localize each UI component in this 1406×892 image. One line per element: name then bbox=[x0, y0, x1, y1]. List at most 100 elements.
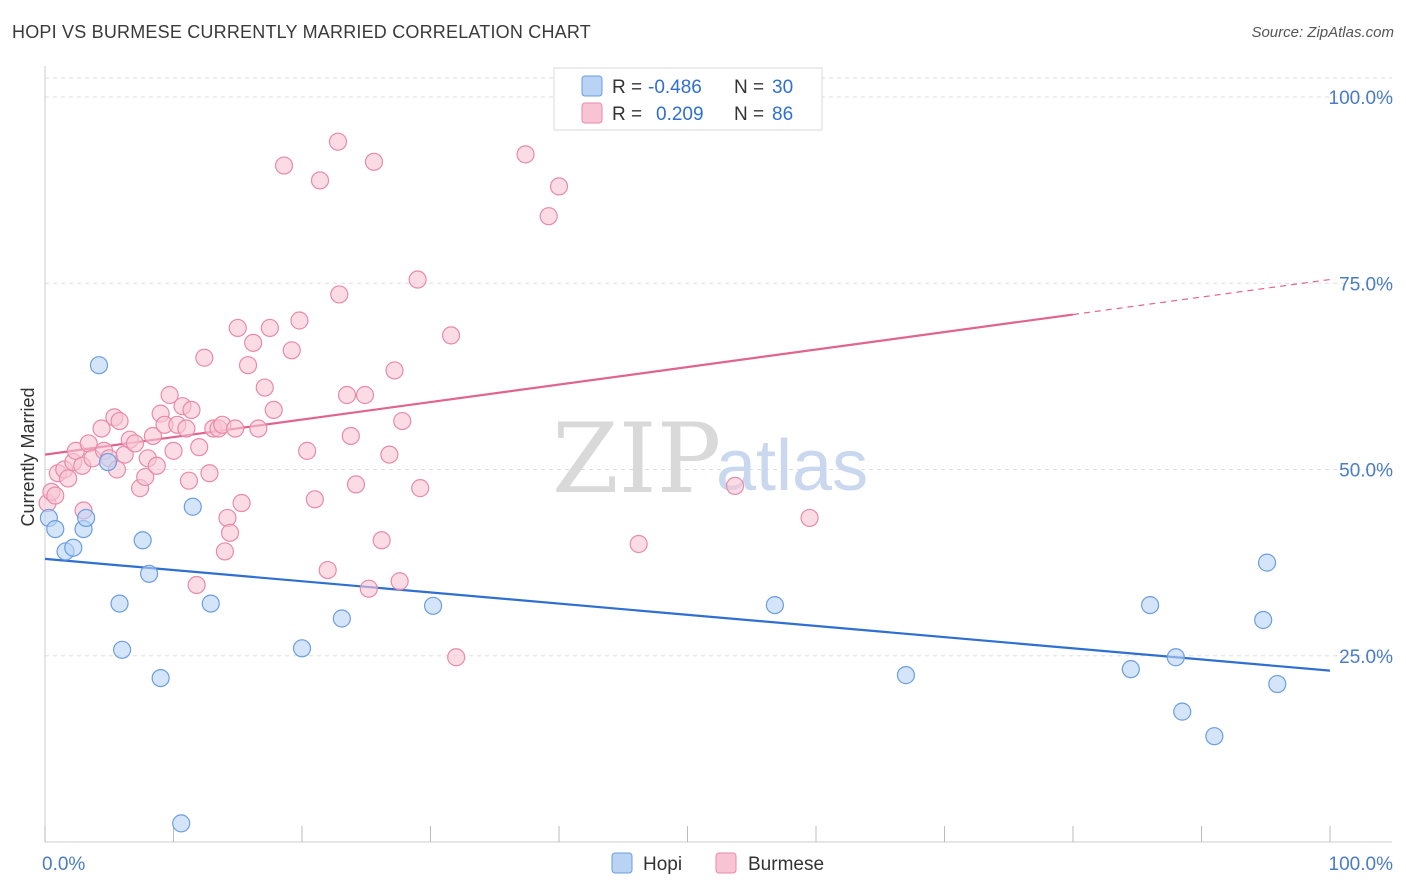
y-tick-label: 50.0% bbox=[1339, 461, 1393, 482]
burmese-point bbox=[290, 311, 309, 330]
hopi-point bbox=[139, 564, 159, 583]
tick-labels: 25.0% 50.0% 75.0% 100.0% 0.0% 100.0% bbox=[42, 88, 1393, 875]
burmese-point bbox=[539, 207, 558, 226]
burmese-point bbox=[228, 318, 247, 338]
burmese-point bbox=[244, 333, 263, 352]
legend-burmese-n-value: 86 bbox=[772, 104, 793, 125]
bottom-legend-hopi-swatch bbox=[611, 852, 633, 874]
hopi-point bbox=[110, 594, 129, 613]
hopi-point bbox=[46, 519, 65, 539]
burmese-point bbox=[408, 270, 427, 289]
burmese-point bbox=[800, 508, 819, 528]
hopi-point bbox=[151, 668, 170, 688]
data-points bbox=[38, 132, 1287, 833]
burmese-point bbox=[385, 361, 404, 380]
burmese-point bbox=[393, 411, 412, 431]
burmese-point bbox=[226, 419, 245, 438]
burmese-point bbox=[264, 400, 283, 419]
chart-title: HOPI VS BURMESE CURRENTLY MARRIED CORREL… bbox=[12, 22, 591, 42]
burmese-point bbox=[147, 456, 166, 475]
hopi-point bbox=[1173, 702, 1192, 721]
hopi-point bbox=[77, 508, 96, 528]
hopi-point bbox=[896, 666, 916, 685]
hopi-point bbox=[292, 639, 312, 658]
x-tick-label: 100.0% bbox=[1329, 854, 1394, 875]
burmese-point bbox=[238, 356, 258, 375]
burmese-point bbox=[372, 531, 391, 550]
burmese-point bbox=[220, 523, 240, 542]
burmese-point bbox=[629, 534, 648, 554]
burmese-point bbox=[232, 493, 251, 513]
legend-hopi-r-label: R = bbox=[612, 77, 642, 98]
burmese-point bbox=[249, 419, 268, 438]
bottom-legend-burmese-swatch bbox=[715, 852, 737, 874]
burmese-point bbox=[282, 341, 301, 360]
legend-burmese-n-label: N = bbox=[734, 104, 764, 125]
burmese-point bbox=[125, 434, 145, 453]
hopi-point bbox=[89, 356, 109, 375]
burmese-point bbox=[92, 419, 111, 438]
burmese-point bbox=[59, 469, 78, 488]
hopi-point bbox=[172, 814, 191, 833]
burmese-point bbox=[330, 285, 349, 304]
burmese-point bbox=[182, 400, 201, 419]
x-tick-label: 0.0% bbox=[42, 854, 85, 875]
burmese-point bbox=[355, 385, 375, 405]
burmese-point bbox=[549, 177, 569, 196]
legend-hopi-swatch bbox=[581, 75, 603, 97]
burmese-point bbox=[160, 385, 179, 405]
burmese-point bbox=[260, 318, 279, 338]
burmese-point bbox=[305, 490, 324, 509]
watermark-atlas: atlas bbox=[716, 426, 868, 506]
burmese-point bbox=[411, 479, 430, 498]
hopi-point bbox=[1205, 727, 1224, 746]
series-legend: Hopi Burmese bbox=[611, 852, 824, 875]
burmese-point bbox=[274, 156, 294, 175]
burmese-point bbox=[255, 378, 274, 397]
burmese-trend-line-extension bbox=[1072, 278, 1331, 316]
burmese-point bbox=[346, 475, 366, 494]
hopi-point bbox=[1121, 660, 1140, 679]
hopi-point bbox=[1268, 674, 1287, 694]
burmese-point bbox=[190, 438, 209, 457]
hopi-point bbox=[332, 609, 351, 628]
hopi-point bbox=[1254, 610, 1273, 630]
burmese-point bbox=[380, 445, 399, 464]
bottom-legend-burmese: Burmese bbox=[748, 854, 824, 875]
legend-burmese-r-value: 0.209 bbox=[656, 104, 704, 125]
burmese-point bbox=[516, 145, 535, 164]
hopi-point bbox=[765, 595, 784, 615]
burmese-point bbox=[136, 467, 155, 487]
hopi-point bbox=[1140, 595, 1160, 615]
legend-burmese-swatch bbox=[581, 102, 603, 124]
burmese-point bbox=[215, 542, 234, 561]
burmese-point bbox=[218, 508, 237, 528]
burmese-point bbox=[337, 385, 357, 405]
burmese-point bbox=[79, 434, 98, 453]
hopi-point bbox=[64, 538, 83, 557]
y-axis-title: Currently Married bbox=[18, 387, 38, 526]
burmese-point bbox=[164, 441, 183, 460]
legend-hopi-r-value: -0.486 bbox=[648, 77, 702, 98]
burmese-point bbox=[318, 560, 337, 580]
burmese-point bbox=[195, 348, 214, 367]
burmese-point bbox=[110, 411, 129, 431]
correlation-legend: R = -0.486 N = 30 R = 0.209 N = 86 bbox=[553, 67, 823, 131]
hopi-point bbox=[98, 452, 118, 472]
hopi-point bbox=[1257, 553, 1277, 572]
burmese-point bbox=[46, 486, 65, 505]
hopi-point bbox=[183, 497, 202, 516]
watermark: ZIP atlas bbox=[552, 403, 868, 515]
hopi-point bbox=[133, 531, 152, 550]
watermark-zip: ZIP bbox=[552, 403, 721, 515]
burmese-point bbox=[390, 572, 409, 591]
burmese-point bbox=[187, 575, 206, 595]
burmese-point bbox=[298, 441, 317, 460]
hopi-point bbox=[423, 596, 443, 615]
burmese-point bbox=[143, 426, 163, 446]
burmese-point bbox=[359, 579, 378, 598]
hopi-point bbox=[201, 594, 220, 613]
hopi-trend-line bbox=[44, 557, 1331, 672]
burmese-point bbox=[179, 471, 199, 490]
